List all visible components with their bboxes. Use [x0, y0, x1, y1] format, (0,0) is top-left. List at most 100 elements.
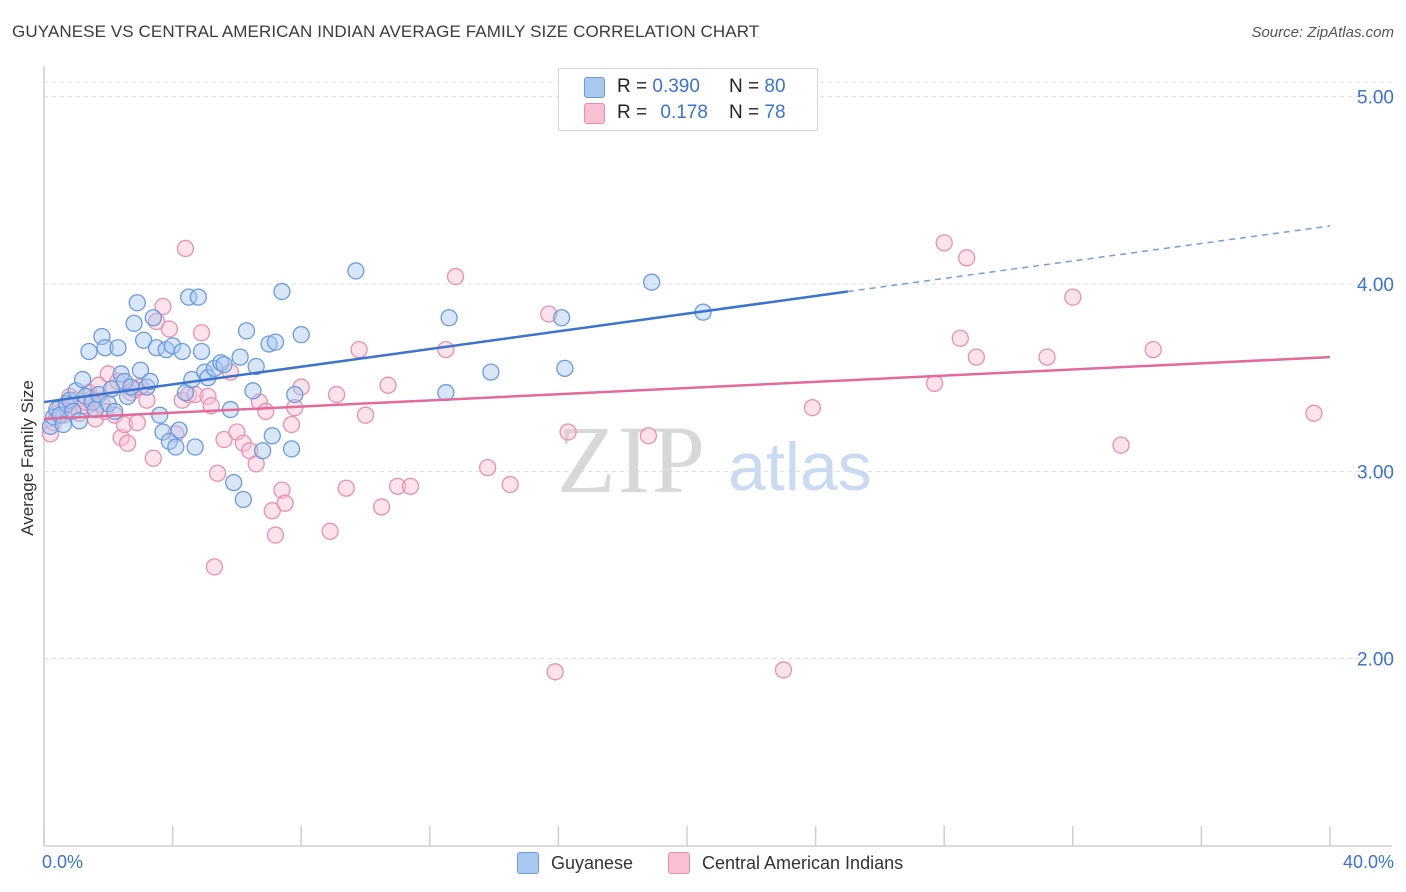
point-central-american-indians [154, 297, 172, 316]
series-legend-central-american-indians[interactable]: Central American Indians [668, 852, 903, 874]
point-guyanese [189, 288, 207, 306]
point-central-american-indians [282, 415, 301, 434]
point-central-american-indians [540, 305, 558, 323]
trend-lines [43, 225, 1331, 421]
point-guyanese [167, 438, 185, 456]
point-guyanese [552, 309, 571, 327]
point-guyanese [151, 406, 169, 424]
point-guyanese [292, 325, 310, 344]
point-central-american-indians [192, 324, 211, 342]
legend-swatch-blue [517, 852, 539, 874]
gridlines [44, 81, 1392, 660]
source-label: Source: ZipAtlas.com [1251, 24, 1394, 41]
point-central-american-indians [118, 434, 137, 452]
point-central-american-indians [388, 477, 407, 496]
legend-swatch-blue [584, 76, 605, 98]
series-legend-guyanese[interactable]: Guyanese [517, 852, 633, 874]
point-central-american-indians [160, 320, 179, 338]
point-central-american-indians [774, 661, 793, 679]
point-central-american-indians [337, 479, 355, 497]
point-central-american-indians [350, 340, 368, 359]
legend-r-value: 0.178 [660, 102, 708, 123]
point-central-american-indians [90, 376, 108, 394]
point-central-american-indians [115, 415, 134, 434]
point-central-american-indians [546, 663, 564, 681]
point-guyanese [192, 342, 211, 361]
watermark-atlas: atlas [728, 429, 872, 505]
point-guyanese [54, 415, 72, 434]
point-guyanese [266, 333, 285, 351]
axes [43, 66, 1392, 847]
point-guyanese [180, 288, 198, 306]
point-central-american-indians [1305, 404, 1323, 422]
point-central-american-indians [401, 477, 420, 496]
point-guyanese [247, 357, 265, 376]
point-guyanese [128, 294, 146, 312]
point-guyanese [347, 262, 365, 280]
legend-swatch-pink [584, 102, 605, 124]
legend-swatch-pink [668, 852, 690, 874]
point-central-american-indians [958, 249, 976, 267]
point-guyanese [215, 355, 233, 374]
point-central-american-indians [321, 522, 339, 540]
series-legend-label: Central American Indians [702, 852, 904, 873]
correlation-legend: R = 0.390 N = 80 R = 0.178 N = 78 [558, 68, 818, 131]
point-central-american-indians [356, 406, 375, 424]
trend-line-guyanese [43, 290, 848, 404]
legend-r-label: R = [617, 102, 648, 123]
point-guyanese [125, 314, 143, 333]
point-guyanese [282, 440, 301, 458]
point-guyanese [131, 361, 150, 379]
point-guyanese [253, 442, 272, 460]
point-guyanese [96, 339, 114, 357]
point-central-american-indians [559, 423, 577, 441]
point-central-american-indians [199, 387, 217, 406]
point-central-american-indians [803, 399, 822, 417]
trend-line-central-american-indians [43, 355, 1331, 421]
point-guyanese [556, 359, 574, 377]
point-guyanese [231, 348, 249, 366]
point-central-american-indians [1144, 340, 1162, 359]
point-central-american-indians [176, 239, 195, 258]
legend-r-label: R = [617, 76, 648, 97]
point-central-american-indians [144, 449, 162, 467]
point-guyanese [263, 427, 281, 445]
legend-n-label: N = [729, 76, 760, 97]
point-central-american-indians [327, 385, 346, 404]
point-central-american-indians [967, 348, 985, 366]
point-central-american-indians [639, 427, 658, 445]
point-central-american-indians [257, 402, 275, 421]
point-guyanese [141, 372, 159, 391]
point-guyanese [144, 309, 162, 327]
point-central-american-indians [266, 526, 285, 544]
point-guyanese [80, 342, 98, 361]
point-central-american-indians [128, 414, 146, 432]
legend-n-value: 78 [764, 102, 786, 123]
point-central-american-indians [446, 267, 465, 286]
legend-r-value: 0.390 [652, 76, 700, 97]
x-tick-label-max: 40.0% [1342, 852, 1394, 872]
point-central-american-indians [951, 329, 969, 348]
watermark: ZIP atlas [557, 406, 872, 513]
point-guyanese [286, 385, 304, 404]
point-guyanese [70, 412, 89, 430]
legend-n-value: 80 [764, 76, 786, 97]
point-central-american-indians [437, 340, 455, 359]
point-central-american-indians [935, 234, 953, 252]
point-central-american-indians [215, 430, 233, 449]
point-guyanese [173, 342, 191, 361]
series-legend: Guyanese Central American Indians [0, 852, 1406, 878]
point-central-american-indians [273, 481, 291, 499]
point-guyanese [135, 331, 153, 349]
trend-line-guyanese-extension [847, 225, 1331, 293]
point-guyanese [109, 339, 127, 357]
point-guyanese [186, 438, 204, 456]
chart-title: GUYANESE VS CENTRAL AMERICAN INDIAN AVER… [12, 22, 760, 41]
point-guyanese [244, 382, 262, 400]
point-guyanese [64, 402, 82, 421]
y-tick-label: 3.00 [1357, 462, 1394, 483]
x-tick-label-min: 0.0% [42, 852, 84, 872]
point-guyanese [73, 370, 92, 389]
point-guyanese [482, 363, 500, 381]
